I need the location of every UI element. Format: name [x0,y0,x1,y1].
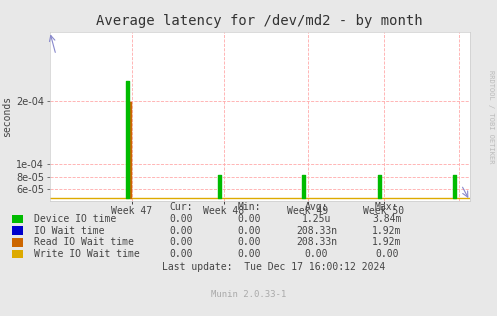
Text: RRDTOOL / TOBI OETIKER: RRDTOOL / TOBI OETIKER [488,70,494,164]
Text: 1.92m: 1.92m [372,226,402,236]
Text: Avg:: Avg: [305,202,329,212]
Text: 3.84m: 3.84m [372,214,402,224]
Text: 1.92m: 1.92m [372,237,402,247]
Text: 0.00: 0.00 [238,249,261,259]
Text: 0.00: 0.00 [169,249,193,259]
Text: Cur:: Cur: [169,202,193,212]
Text: 1.25u: 1.25u [302,214,331,224]
Text: 208.33n: 208.33n [296,237,337,247]
Text: 0.00: 0.00 [238,214,261,224]
Text: 0.00: 0.00 [375,249,399,259]
Text: Last update:  Tue Dec 17 16:00:12 2024: Last update: Tue Dec 17 16:00:12 2024 [162,262,385,272]
Text: 0.00: 0.00 [169,237,193,247]
Text: 0.00: 0.00 [238,237,261,247]
Text: Device IO time: Device IO time [34,214,116,224]
Text: Read IO Wait time: Read IO Wait time [34,237,134,247]
Text: 0.00: 0.00 [305,249,329,259]
Text: 0.00: 0.00 [238,226,261,236]
Text: Write IO Wait time: Write IO Wait time [34,249,140,259]
Text: Min:: Min: [238,202,261,212]
Text: IO Wait time: IO Wait time [34,226,104,236]
Text: 208.33n: 208.33n [296,226,337,236]
Text: 0.00: 0.00 [169,226,193,236]
Text: Munin 2.0.33-1: Munin 2.0.33-1 [211,290,286,299]
Title: Average latency for /dev/md2 - by month: Average latency for /dev/md2 - by month [96,14,423,28]
Text: Max:: Max: [375,202,399,212]
Y-axis label: seconds: seconds [2,95,12,137]
Text: 0.00: 0.00 [169,214,193,224]
